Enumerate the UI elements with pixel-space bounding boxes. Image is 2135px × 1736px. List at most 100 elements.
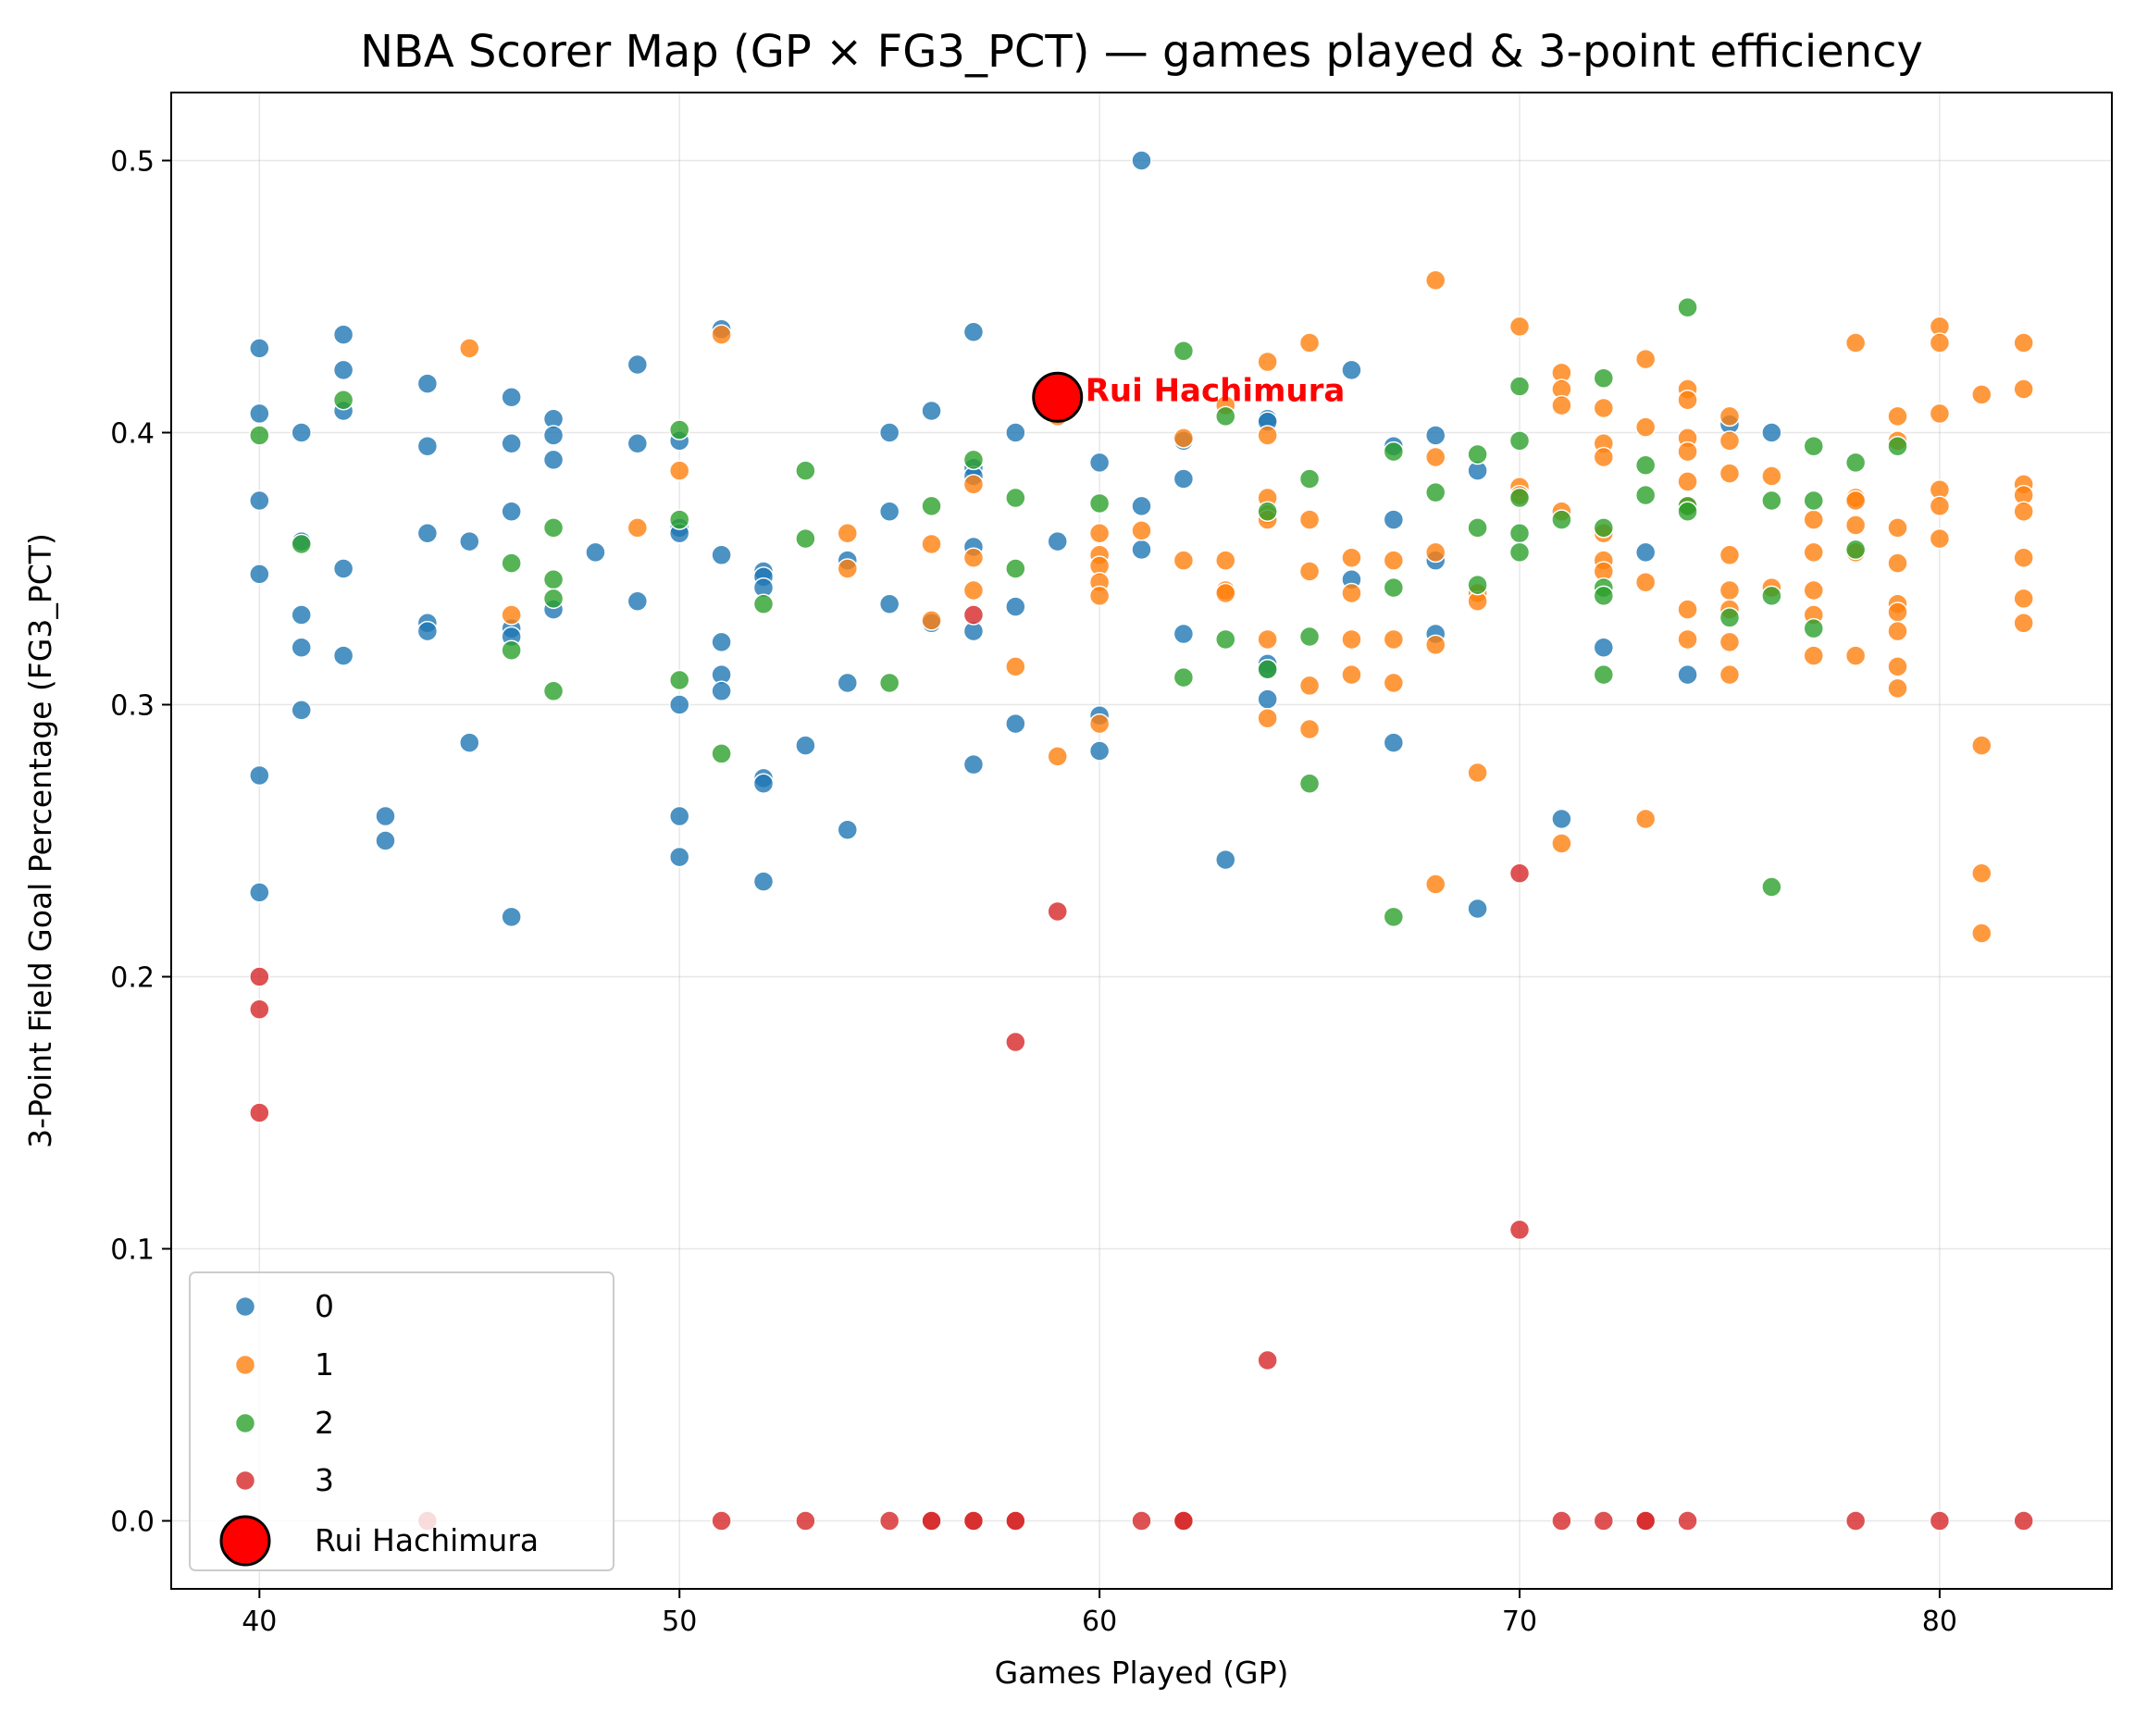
- data-point-cluster-1: [1173, 550, 1195, 571]
- data-point-cluster-3: [711, 1510, 732, 1531]
- data-point-cluster-2: [711, 743, 732, 764]
- data-point-cluster-1: [1257, 707, 1278, 729]
- data-point-cluster-1: [1844, 490, 1867, 512]
- data-point-cluster-1: [711, 324, 732, 345]
- data-point-cluster-3: [795, 1510, 816, 1531]
- data-point-cluster-2: [878, 672, 900, 694]
- legend-label: 0: [315, 1288, 334, 1324]
- data-point-cluster-0: [837, 672, 859, 694]
- data-point-cluster-0: [1551, 808, 1572, 830]
- data-point-cluster-2: [1005, 487, 1026, 509]
- data-point-cluster-1: [1551, 833, 1572, 854]
- data-point-cluster-0: [668, 694, 690, 715]
- data-point-cluster-1: [1508, 316, 1531, 338]
- data-point-cluster-0: [332, 359, 354, 381]
- data-point-cluster-0: [711, 631, 732, 653]
- highlight-point: [1032, 371, 1084, 423]
- data-point-cluster-2: [795, 460, 816, 481]
- data-point-cluster-0: [668, 805, 690, 827]
- data-point-cluster-2: [1467, 574, 1488, 596]
- data-point-cluster-0: [291, 700, 312, 721]
- legend-marker-cluster-2: [234, 1412, 256, 1434]
- data-point-cluster-2: [1593, 585, 1615, 607]
- data-point-cluster-3: [962, 1510, 985, 1531]
- legend-marker-cluster-0: [234, 1296, 256, 1318]
- legend-marker-highlight: [219, 1515, 271, 1567]
- data-point-cluster-1: [1971, 862, 1992, 885]
- data-point-cluster-1: [1677, 389, 1698, 411]
- data-point-cluster-2: [1719, 607, 1741, 628]
- data-point-cluster-0: [1088, 740, 1111, 762]
- data-point-cluster-3: [1131, 1510, 1152, 1531]
- data-point-cluster-1: [1719, 579, 1741, 601]
- legend: 0 1 2 3 Rui Hachimura: [189, 1271, 614, 1571]
- data-point-cluster-3: [1005, 1031, 1026, 1053]
- data-point-cluster-3: [921, 1510, 942, 1531]
- data-point-cluster-1: [1971, 735, 1992, 756]
- data-point-cluster-1: [1803, 509, 1824, 530]
- data-point-cluster-2: [1508, 523, 1531, 544]
- data-point-cluster-2: [1215, 628, 1236, 651]
- data-point-cluster-1: [1929, 332, 1951, 353]
- data-point-cluster-0: [501, 501, 522, 523]
- data-point-cluster-2: [1467, 443, 1488, 465]
- data-point-cluster-0: [375, 805, 396, 827]
- data-point-cluster-0: [711, 544, 732, 566]
- y-tick-label: 0.1: [110, 1234, 155, 1267]
- data-point-cluster-2: [542, 569, 565, 590]
- data-point-cluster-1: [1719, 631, 1741, 653]
- data-point-cluster-1: [1424, 541, 1446, 564]
- data-point-cluster-1: [1424, 446, 1446, 468]
- data-point-cluster-1: [1257, 351, 1278, 373]
- data-point-cluster-0: [249, 564, 270, 585]
- data-point-cluster-2: [332, 389, 354, 411]
- data-point-cluster-0: [627, 433, 649, 454]
- data-point-cluster-1: [1215, 582, 1236, 604]
- data-point-cluster-0: [501, 906, 522, 928]
- data-point-cluster-1: [1887, 552, 1908, 574]
- data-point-cluster-2: [249, 425, 270, 446]
- data-point-cluster-1: [1424, 269, 1446, 291]
- data-point-cluster-0: [878, 422, 900, 443]
- data-point-cluster-1: [921, 533, 942, 555]
- data-point-cluster-0: [627, 353, 649, 376]
- data-point-cluster-2: [1173, 341, 1195, 362]
- data-point-cluster-2: [1634, 484, 1657, 506]
- data-point-cluster-0: [459, 732, 480, 753]
- data-point-cluster-3: [1677, 1510, 1698, 1531]
- data-point-cluster-0: [416, 620, 439, 642]
- data-point-cluster-1: [1844, 645, 1867, 666]
- data-point-cluster-0: [375, 830, 396, 851]
- data-point-cluster-1: [1257, 425, 1278, 446]
- data-point-cluster-1: [1424, 634, 1446, 656]
- data-point-cluster-0: [249, 764, 270, 787]
- data-point-cluster-1: [1677, 628, 1698, 651]
- y-tick-label: 0.2: [110, 962, 155, 995]
- data-point-cluster-1: [962, 474, 985, 495]
- data-point-cluster-0: [1173, 623, 1195, 645]
- data-point-cluster-0: [1424, 425, 1446, 446]
- data-point-cluster-1: [1551, 394, 1572, 416]
- data-point-cluster-1: [501, 604, 522, 626]
- x-tick-label: 60: [1082, 1606, 1117, 1638]
- data-point-cluster-3: [1047, 900, 1068, 923]
- data-point-cluster-2: [1173, 666, 1195, 688]
- data-point-cluster-0: [962, 321, 985, 342]
- legend-label: 3: [315, 1462, 334, 1498]
- data-point-cluster-1: [1341, 663, 1362, 686]
- x-tick-label: 40: [242, 1606, 277, 1638]
- data-point-cluster-3: [1508, 862, 1531, 885]
- data-point-cluster-1: [1088, 585, 1111, 607]
- data-point-cluster-2: [1803, 435, 1824, 457]
- data-point-cluster-3: [1257, 1349, 1278, 1371]
- data-point-cluster-0: [837, 819, 859, 840]
- highlight-label: Rui Hachimura: [1086, 372, 1346, 409]
- data-point-cluster-1: [1005, 656, 1026, 677]
- data-point-cluster-2: [1634, 454, 1657, 477]
- x-tick-label: 70: [1502, 1606, 1537, 1638]
- data-point-cluster-1: [1047, 746, 1068, 767]
- data-point-cluster-0: [501, 433, 522, 454]
- data-point-cluster-2: [1844, 452, 1867, 474]
- data-point-cluster-1: [1761, 465, 1782, 487]
- data-point-cluster-0: [416, 373, 439, 394]
